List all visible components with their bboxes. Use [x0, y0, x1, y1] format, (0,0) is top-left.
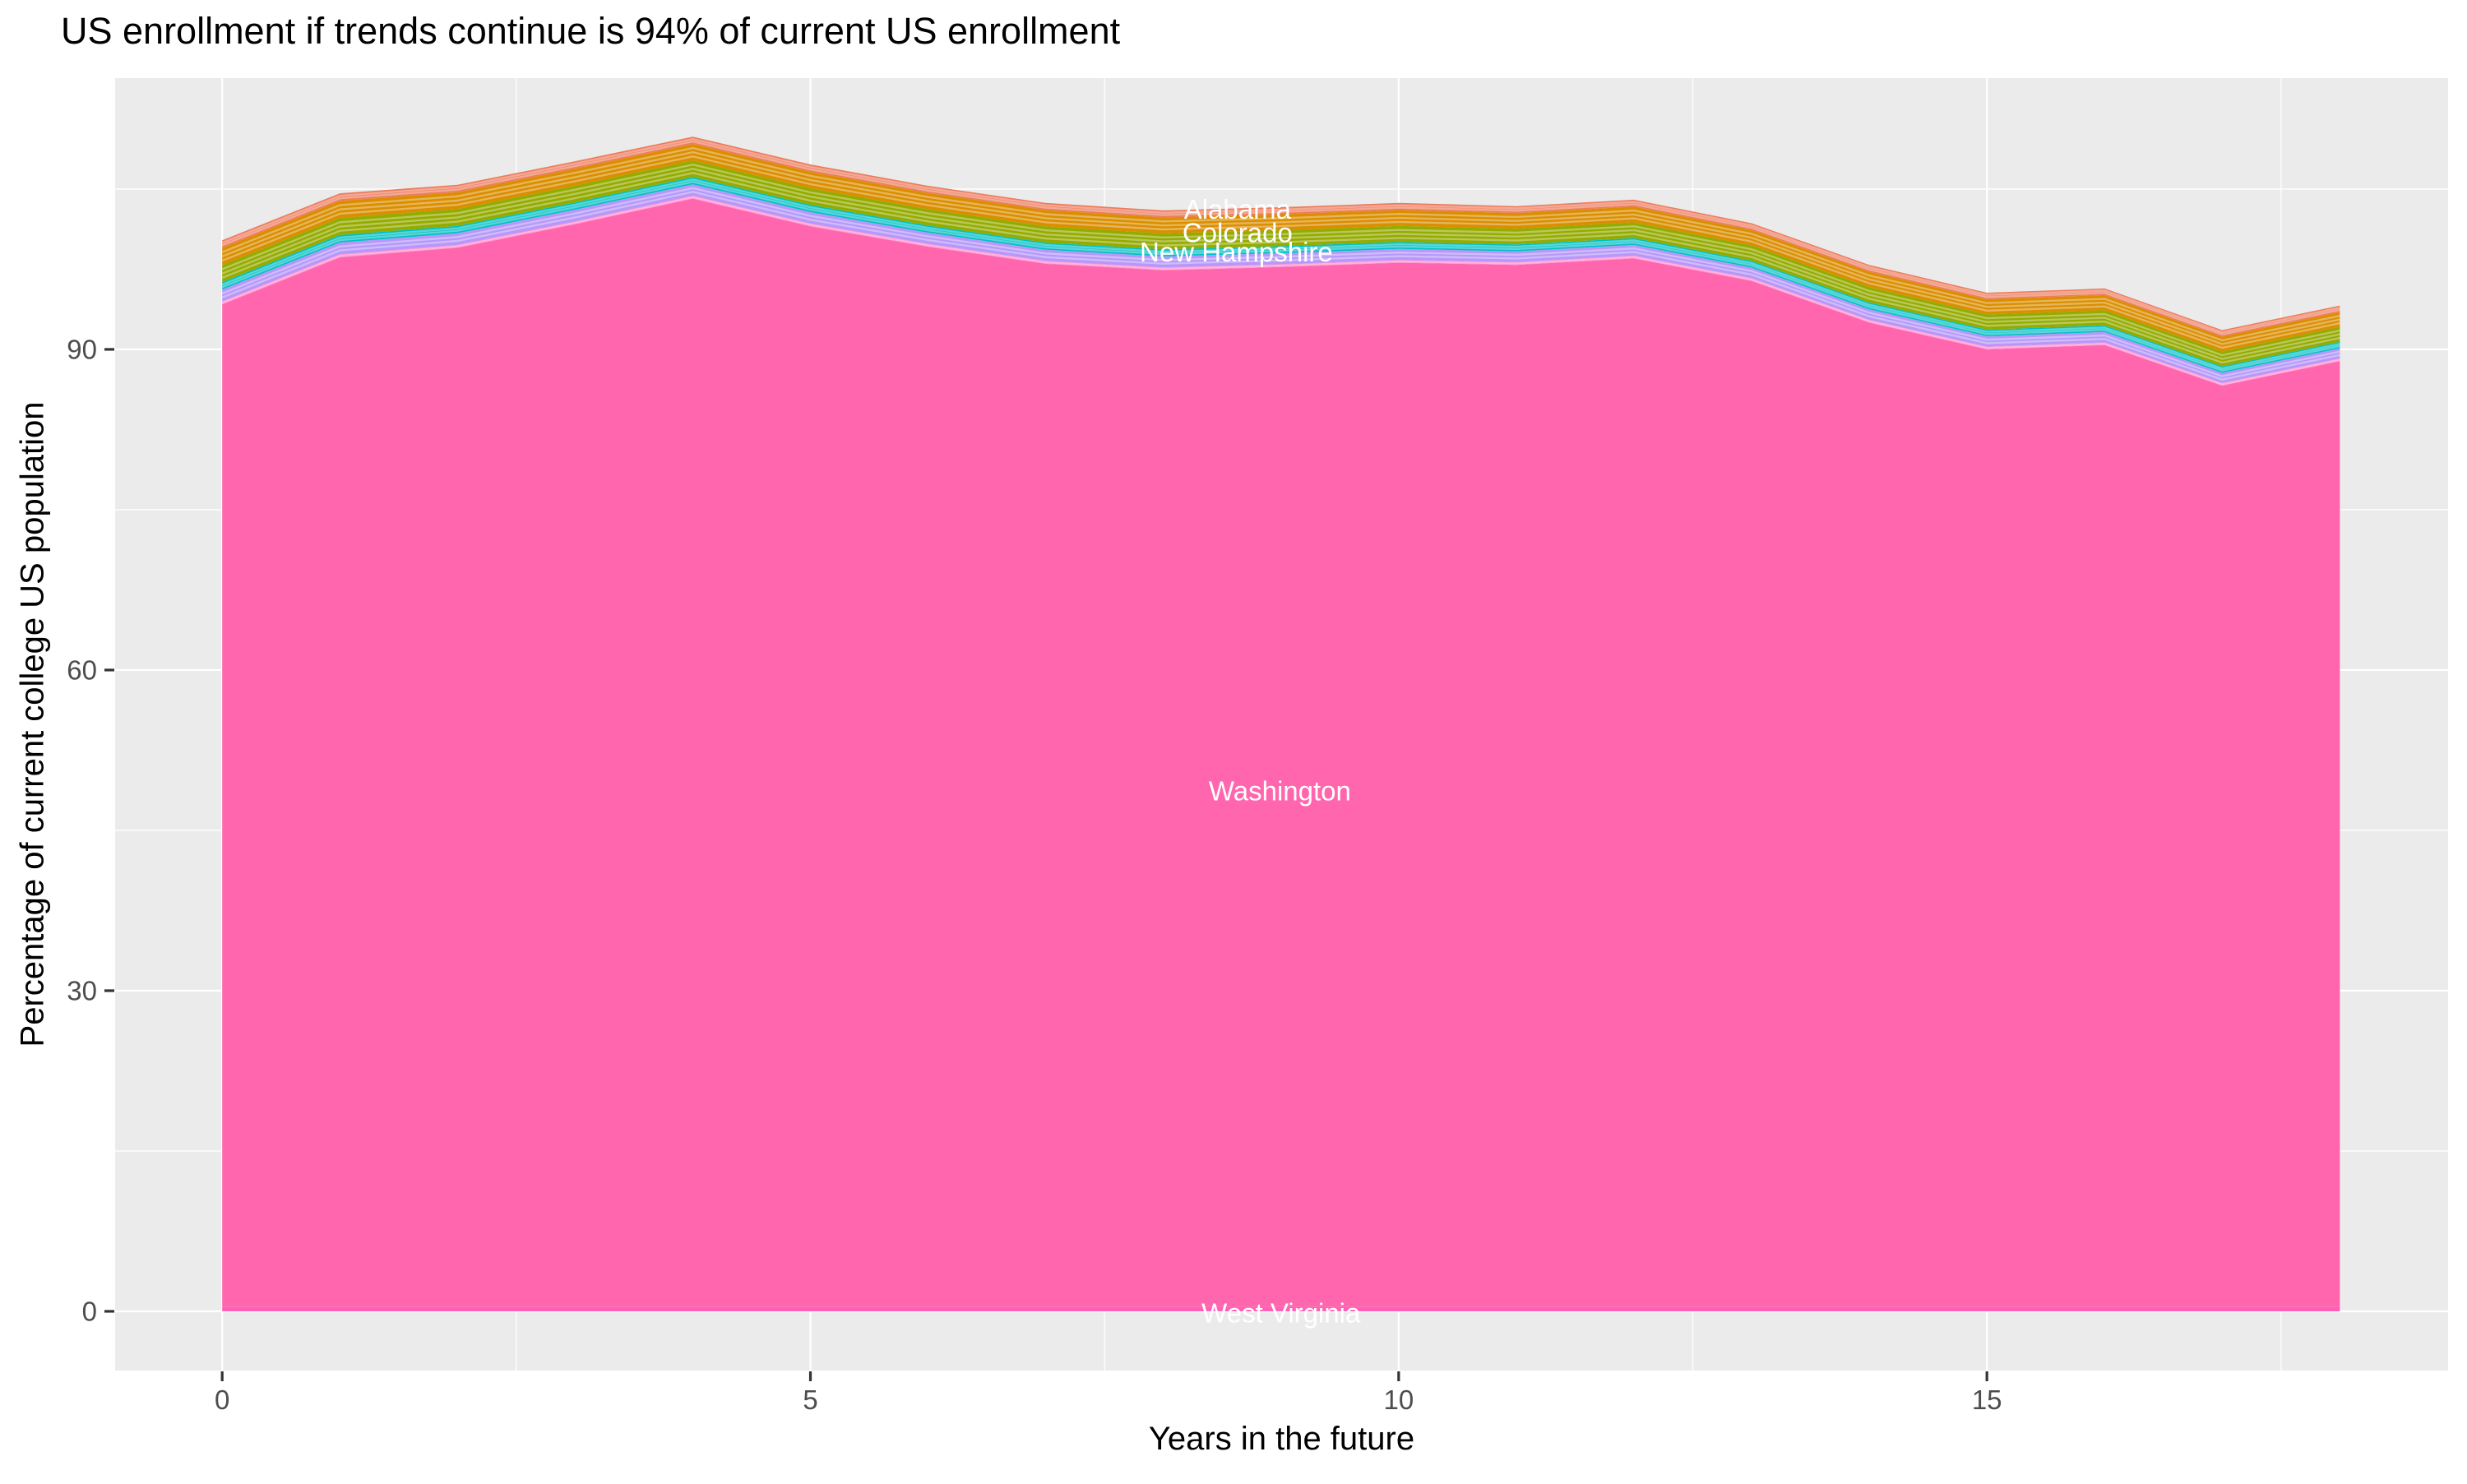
- y-tick-label: 90: [67, 334, 97, 364]
- area-band-west-virginia: [222, 1306, 2340, 1311]
- state-separator-line: [221, 180, 2340, 372]
- state-separator-line: [221, 187, 2340, 377]
- state-separator-line: [221, 168, 2340, 360]
- state-separator-line: [221, 137, 2340, 334]
- area-band-washington: [222, 198, 2340, 1307]
- state-label-colorado: Colorado: [1183, 218, 1293, 248]
- state-separator-line: [221, 146, 2340, 342]
- state-separator-line: [221, 140, 2340, 336]
- y-tick-label: 60: [67, 654, 97, 685]
- state-separator-line: [221, 150, 2340, 345]
- state-separator-line: [221, 172, 2340, 364]
- x-tick-label: 15: [1972, 1385, 2002, 1415]
- x-tick-label: 10: [1383, 1385, 1414, 1415]
- state-label-alabama: Alabama: [1184, 194, 1292, 224]
- chart-title: US enrollment if trends continue is 94% …: [61, 10, 1121, 52]
- y-axis-title: Percentage of current college US populat…: [14, 401, 51, 1047]
- y-tick-label: 0: [82, 1296, 97, 1326]
- state-label-west-virginia: West Virginia: [1201, 1297, 1361, 1328]
- y-tick-label: 30: [67, 975, 97, 1006]
- state-separator-line: [221, 196, 2340, 386]
- state-label-new-hampshire: New Hampshire: [1140, 237, 1333, 267]
- state-separator-line: [221, 155, 2340, 349]
- state-separator-line: [221, 178, 2340, 370]
- x-axis-title: Years in the future: [1148, 1421, 1415, 1457]
- x-tick-label: 0: [215, 1385, 229, 1415]
- x-tick-label: 5: [803, 1385, 817, 1415]
- state-separator-line: [221, 163, 2340, 357]
- state-separator-line: [221, 191, 2340, 381]
- state-label-washington: Washington: [1209, 775, 1351, 806]
